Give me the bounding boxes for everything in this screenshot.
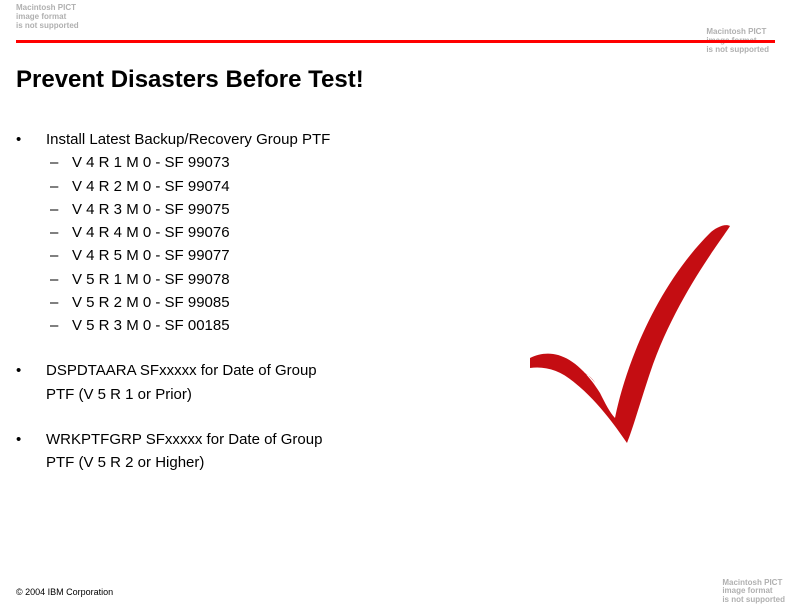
sub-item: –V 5 R 2 M 0 - SF 99085	[50, 291, 456, 314]
right-column	[456, 128, 775, 496]
sub-text: V 4 R 1 M 0 - SF 99073	[72, 151, 230, 174]
checkmark-icon	[505, 218, 735, 448]
sub-dash: –	[50, 314, 72, 337]
sub-item: –V 4 R 5 M 0 - SF 99077	[50, 244, 456, 267]
slide-title: Prevent Disasters Before Test!	[16, 66, 775, 94]
checkmark-path	[530, 225, 730, 443]
bullet-item: • Install Latest Backup/Recovery Group P…	[16, 128, 456, 337]
bullet-body: DSPDTAARA SFxxxxx for Date of Group PTF …	[46, 359, 456, 406]
sub-list: –V 4 R 1 M 0 - SF 99073 –V 4 R 2 M 0 - S…	[46, 151, 456, 337]
content-area: • Install Latest Backup/Recovery Group P…	[16, 128, 775, 496]
bullet-item: • WRKPTFGRP SFxxxxx for Date of Group PT…	[16, 428, 456, 475]
sub-dash: –	[50, 151, 72, 174]
red-rule	[16, 40, 775, 43]
pict-line: is not supported	[706, 46, 769, 55]
sub-dash: –	[50, 198, 72, 221]
sub-dash: –	[50, 175, 72, 198]
bullet-marker: •	[16, 128, 46, 337]
sub-item: –V 5 R 3 M 0 - SF 00185	[50, 314, 456, 337]
bullet-body: Install Latest Backup/Recovery Group PTF…	[46, 128, 456, 337]
sub-text: V 5 R 2 M 0 - SF 99085	[72, 291, 230, 314]
bullet-marker: •	[16, 359, 46, 406]
sub-text: V 5 R 1 M 0 - SF 99078	[72, 268, 230, 291]
bullet-item: • DSPDTAARA SFxxxxx for Date of Group PT…	[16, 359, 456, 406]
sub-text: V 4 R 5 M 0 - SF 99077	[72, 244, 230, 267]
sub-dash: –	[50, 268, 72, 291]
bullet-text: DSPDTAARA SFxxxxx for Date of Group PTF …	[46, 359, 326, 406]
bullet-marker: •	[16, 428, 46, 475]
pict-placeholder-top-left: Macintosh PICT image format is not suppo…	[16, 4, 79, 30]
pict-line: is not supported	[722, 596, 785, 605]
sub-text: V 4 R 3 M 0 - SF 99075	[72, 198, 230, 221]
copyright-footer: © 2004 IBM Corporation	[16, 587, 113, 597]
pict-line: is not supported	[16, 22, 79, 31]
pict-placeholder-bottom-right: Macintosh PICT image format is not suppo…	[722, 579, 785, 605]
sub-item: –V 4 R 2 M 0 - SF 99074	[50, 175, 456, 198]
bullet-body: WRKPTFGRP SFxxxxx for Date of Group PTF …	[46, 428, 456, 475]
slide-page: Macintosh PICT image format is not suppo…	[0, 0, 791, 609]
sub-dash: –	[50, 244, 72, 267]
bullet-text: WRKPTFGRP SFxxxxx for Date of Group PTF …	[46, 428, 326, 475]
sub-item: –V 5 R 1 M 0 - SF 99078	[50, 268, 456, 291]
sub-dash: –	[50, 221, 72, 244]
sub-dash: –	[50, 291, 72, 314]
left-column: • Install Latest Backup/Recovery Group P…	[16, 128, 456, 496]
sub-text: V 4 R 4 M 0 - SF 99076	[72, 221, 230, 244]
sub-item: –V 4 R 3 M 0 - SF 99075	[50, 198, 456, 221]
bullet-text: Install Latest Backup/Recovery Group PTF	[46, 128, 456, 151]
sub-item: –V 4 R 4 M 0 - SF 99076	[50, 221, 456, 244]
sub-item: –V 4 R 1 M 0 - SF 99073	[50, 151, 456, 174]
sub-text: V 4 R 2 M 0 - SF 99074	[72, 175, 230, 198]
sub-text: V 5 R 3 M 0 - SF 00185	[72, 314, 230, 337]
header-area: Macintosh PICT image format is not suppo…	[16, 0, 775, 50]
